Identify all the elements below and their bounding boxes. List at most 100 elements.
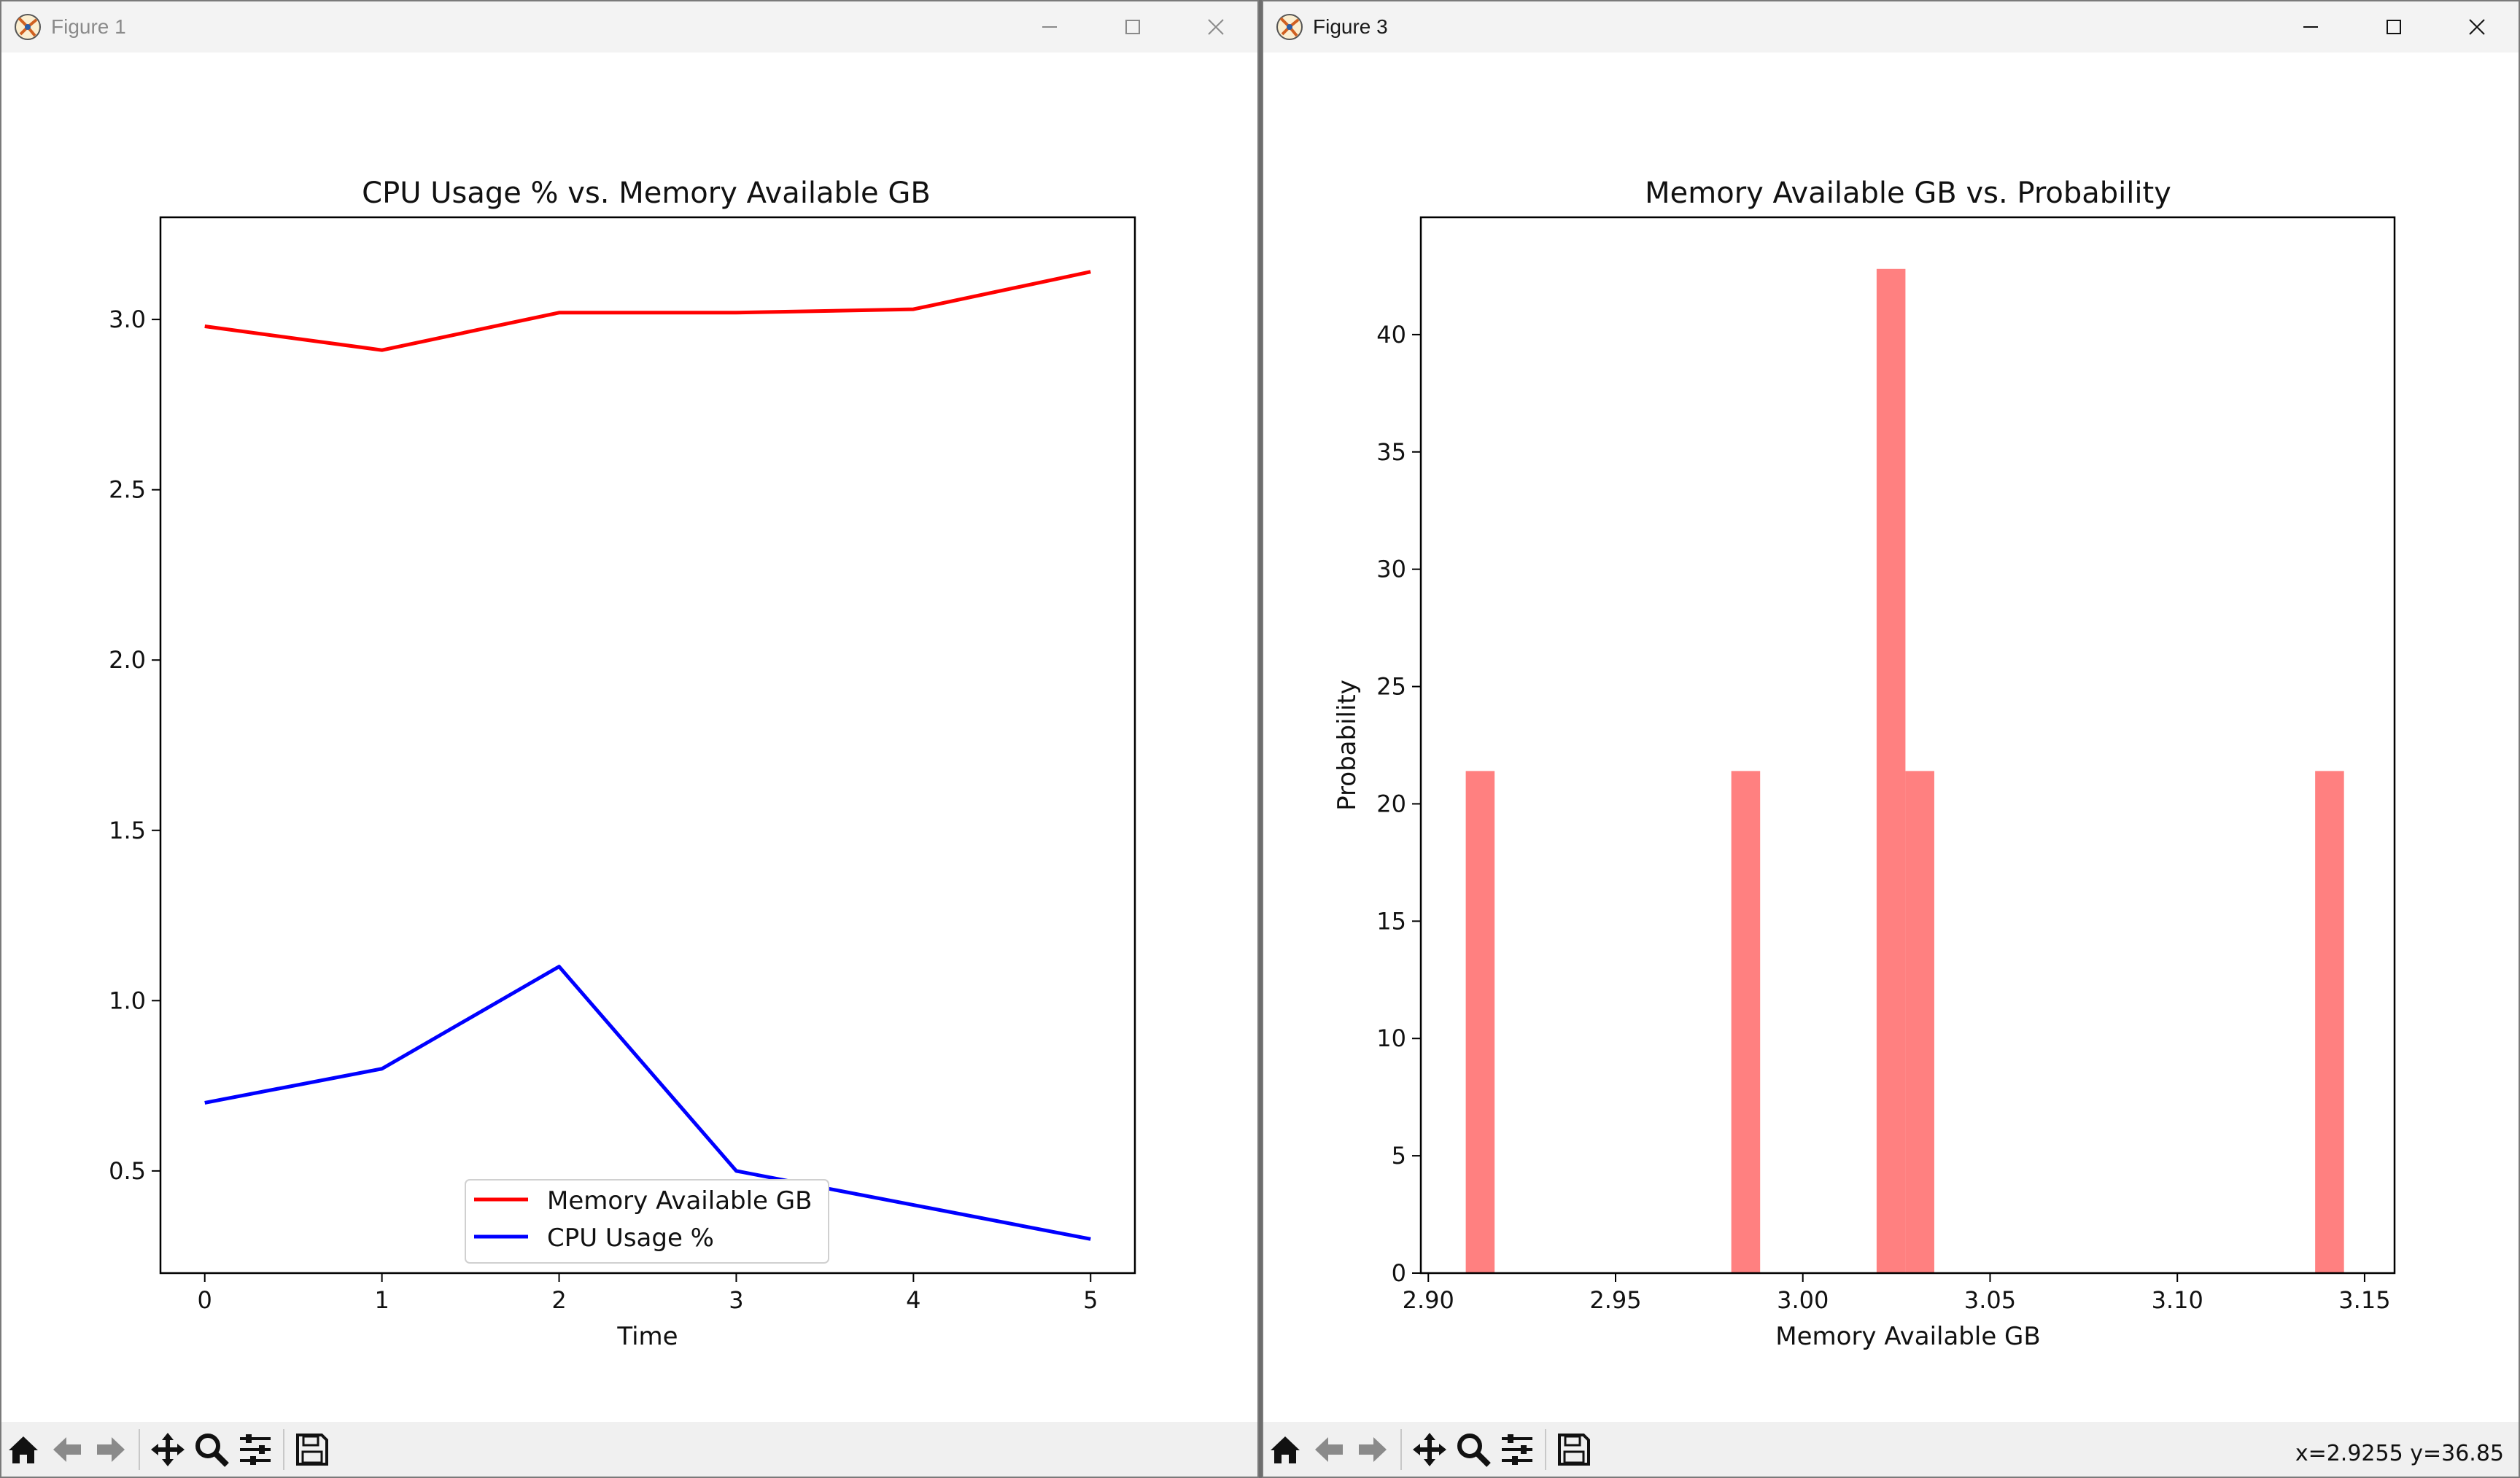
toolbar-separator <box>1400 1428 1402 1470</box>
close-button[interactable] <box>1174 1 1257 52</box>
pan-button[interactable] <box>1408 1428 1451 1471</box>
forward-icon <box>1359 1436 1387 1462</box>
figure-1-window: Figure 1 CPU Usage % vs. Memory Availabl… <box>0 0 1259 1478</box>
histogram-bar <box>1731 771 1761 1273</box>
histogram-chart: Memory Available GB vs. Probability 2.90… <box>1333 176 2396 1351</box>
cursor-coordinates: x=2.9255 y=36.85 <box>2295 1441 2504 1466</box>
navigation-toolbar: x=2.9255 y=36.85 <box>1263 1422 2519 1477</box>
matplotlib-app-icon <box>15 14 41 40</box>
y-tick-label: 15 <box>1376 907 1406 935</box>
configure-icon <box>1502 1434 1532 1465</box>
y-tick-label: 1.5 <box>109 817 146 844</box>
toolbar-separator <box>1545 1428 1546 1470</box>
save-icon <box>296 1433 328 1466</box>
navigation-toolbar <box>1 1422 1257 1477</box>
y-axis-label: Probability <box>1333 680 1362 811</box>
forward-icon <box>97 1436 125 1462</box>
titlebar[interactable]: Figure 3 <box>1263 1 2519 52</box>
histogram-bar <box>1876 268 1906 1273</box>
configure-icon <box>240 1434 271 1465</box>
save-button[interactable] <box>1552 1428 1596 1471</box>
x-tick-label: 3.05 <box>1964 1286 2016 1314</box>
x-tick-label: 2.95 <box>1589 1286 1641 1314</box>
y-tick-label: 10 <box>1376 1024 1406 1052</box>
forward-button[interactable] <box>89 1428 133 1471</box>
x-tick-label: 5 <box>1083 1286 1098 1314</box>
close-icon <box>1208 19 1224 35</box>
x-tick-label: 4 <box>906 1286 920 1314</box>
save-button[interactable] <box>290 1428 334 1471</box>
x-tick-label: 3.10 <box>2152 1286 2203 1314</box>
configure-subplots-button[interactable] <box>233 1428 277 1471</box>
x-tick-label: 1 <box>374 1286 389 1314</box>
zoom-button[interactable] <box>190 1428 233 1471</box>
window-title: Figure 1 <box>51 15 126 38</box>
chart-title: CPU Usage % vs. Memory Available GB <box>362 176 931 210</box>
x-tick-label: 2 <box>551 1286 566 1314</box>
home-button[interactable] <box>1263 1428 1307 1471</box>
maximize-icon <box>2387 20 2401 34</box>
minimize-icon <box>2303 26 2318 28</box>
minimize-button[interactable] <box>2269 1 2352 52</box>
x-tick-label: 0 <box>198 1286 212 1314</box>
y-tick-label: 35 <box>1376 438 1406 466</box>
back-icon <box>53 1436 81 1462</box>
legend-box <box>465 1179 829 1264</box>
legend: Memory Available GB CPU Usage % <box>465 1179 829 1264</box>
plot-axes <box>1419 216 2396 1275</box>
x-axis-label: Memory Available GB <box>1775 1322 2040 1351</box>
home-icon <box>9 1436 38 1463</box>
maximize-button[interactable] <box>2352 1 2435 52</box>
home-icon <box>1271 1436 1300 1463</box>
y-tick-label: 3.0 <box>109 306 146 333</box>
zoom-icon <box>195 1433 229 1467</box>
y-tick-label: 5 <box>1392 1142 1406 1170</box>
y-tick-label: 0.5 <box>109 1157 146 1185</box>
histogram-bar <box>1905 771 1934 1273</box>
x-tick-label: 3 <box>729 1286 743 1314</box>
matplotlib-app-icon <box>1276 14 1303 40</box>
figure-3-window: Figure 3 Memory Available GB vs. Probabi… <box>1262 0 2520 1478</box>
home-button[interactable] <box>1 1428 45 1471</box>
y-tick-label: 1.0 <box>109 987 146 1014</box>
y-tick-label: 25 <box>1376 673 1406 701</box>
toolbar-separator <box>283 1428 284 1470</box>
maximize-button[interactable] <box>1091 1 1174 52</box>
figure-canvas[interactable]: CPU Usage % vs. Memory Available GB 0 1 2 3… <box>1 52 1257 1423</box>
pan-button[interactable] <box>146 1428 190 1471</box>
legend-label-memory: Memory Available GB <box>547 1186 812 1216</box>
y-tick-label: 40 <box>1376 321 1406 349</box>
back-button[interactable] <box>45 1428 89 1471</box>
y-tick-label: 30 <box>1376 556 1406 583</box>
pan-icon <box>1413 1432 1446 1466</box>
x-tick-label: 3.15 <box>2338 1286 2390 1314</box>
series-line-cpu <box>204 965 1091 1241</box>
minimize-icon <box>1042 26 1057 28</box>
histogram-bar <box>1465 771 1495 1273</box>
histogram-bar <box>2315 771 2344 1273</box>
x-axis-label: Time <box>616 1322 678 1351</box>
window-title: Figure 3 <box>1313 15 1388 38</box>
zoom-button[interactable] <box>1451 1428 1495 1471</box>
y-tick-label: 0 <box>1392 1259 1406 1287</box>
configure-subplots-button[interactable] <box>1495 1428 1539 1471</box>
back-icon <box>1315 1436 1343 1462</box>
y-tick-label: 20 <box>1376 790 1406 817</box>
toolbar-separator <box>139 1428 140 1470</box>
x-tick-label: 2.90 <box>1403 1286 1454 1314</box>
figure-canvas[interactable]: Memory Available GB vs. Probability 2.90… <box>1263 52 2519 1423</box>
plot-axes <box>159 216 1136 1275</box>
pan-icon <box>151 1432 185 1466</box>
series-line-memory <box>204 270 1091 352</box>
back-button[interactable] <box>1307 1428 1351 1471</box>
close-button[interactable] <box>2435 1 2519 52</box>
forward-button[interactable] <box>1351 1428 1395 1471</box>
legend-label-cpu: CPU Usage % <box>547 1224 714 1253</box>
maximize-icon <box>1125 20 1140 34</box>
titlebar[interactable]: Figure 1 <box>1 1 1257 52</box>
close-icon <box>2469 19 2485 35</box>
zoom-icon <box>1457 1433 1491 1467</box>
chart-title: Memory Available GB vs. Probability <box>1645 176 2171 210</box>
y-tick-label: 2.5 <box>109 476 146 504</box>
minimize-button[interactable] <box>1008 1 1091 52</box>
